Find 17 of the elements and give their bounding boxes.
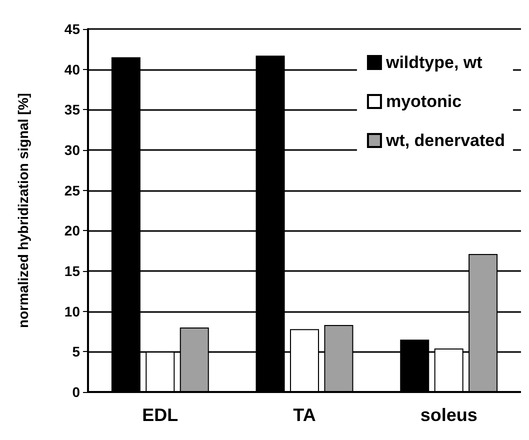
y-tick-label: 25 [64,182,80,198]
y-axis-title: normalized hybridization signal [%] [15,93,31,328]
y-tick-label: 0 [72,384,80,400]
y-tick-label: 10 [64,303,80,320]
y-tick-label: 40 [64,61,80,78]
legend-label: myotonic [386,92,462,111]
x-tick-label: soleus [420,405,478,425]
y-tick-label: 30 [64,142,80,158]
legend-label: wildtype, wt [384,53,483,72]
y-tick-label: 45 [64,21,80,37]
y-tick-label: 15 [64,263,80,279]
x-tick-label: TA [293,405,316,425]
y-tick-label: 20 [64,222,80,239]
y-tick-label: 5 [72,344,80,360]
legend-label: wt, denervated [384,131,506,150]
y-tick-label: 35 [64,102,80,118]
x-tick-label: EDL [142,405,178,425]
